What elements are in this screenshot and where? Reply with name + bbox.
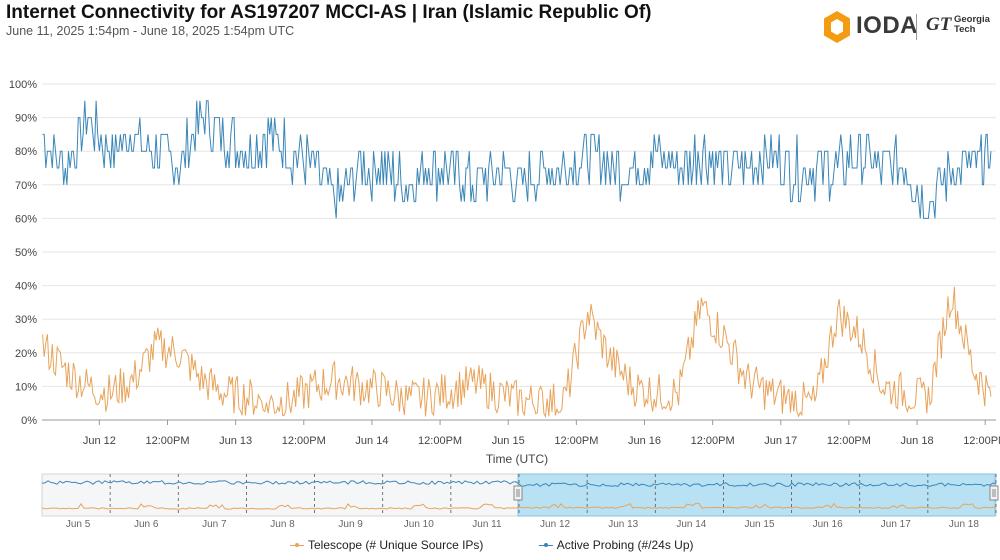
date-range: June 11, 2025 1:54pm - June 18, 2025 1:5… xyxy=(6,24,295,38)
x-tick-label: 12:00PM xyxy=(282,435,326,447)
x-tick-label: 12:00PM xyxy=(691,435,735,447)
logo[interactable]: IODA GT Georgia Tech xyxy=(822,10,994,46)
x-tick-label: 12:00PM xyxy=(963,435,1000,447)
y-tick-label: 60% xyxy=(15,213,37,225)
navigator-x-tick-label: Jun 9 xyxy=(338,519,363,530)
series-telescope xyxy=(42,286,992,419)
x-tick-label: 12:00PM xyxy=(827,435,871,447)
x-tick-label: Jun 16 xyxy=(628,435,661,447)
y-tick-label: 100% xyxy=(9,79,37,91)
legend-telescope-label: Telescope (# Unique Source IPs) xyxy=(308,538,484,552)
x-axis-title: Time (UTC) xyxy=(486,452,548,466)
legend-active-probing-icon xyxy=(538,541,553,551)
navigator-x-tick-label: Jun 11 xyxy=(472,519,502,530)
navigator-selection[interactable] xyxy=(517,473,996,517)
x-tick-label: Jun 12 xyxy=(83,435,116,447)
y-tick-label: 90% xyxy=(15,113,37,125)
y-tick-label: 40% xyxy=(15,281,37,293)
x-tick-label: 12:00PM xyxy=(145,435,189,447)
gt-line1: Georgia xyxy=(954,14,990,25)
x-tick-label: Jun 18 xyxy=(901,435,934,447)
connectivity-chart[interactable]: 0% 10% 20% 30% 40% 50% 60% 70% 80% 90% 100% Jun 12… xyxy=(0,0,1000,470)
navigator-x-tick-label: Jun 17 xyxy=(881,519,911,530)
navigator-left-handle[interactable] xyxy=(513,485,523,501)
x-tick-label: Jun 13 xyxy=(219,435,252,447)
navigator-x-tick-label: Jun 12 xyxy=(540,519,570,530)
legend-active-probing-label: Active Probing (#/24s Up) xyxy=(556,538,694,552)
gt-wordmark: Georgia Tech xyxy=(954,15,994,35)
series-active-probing xyxy=(42,100,992,219)
x-tick-label: Jun 17 xyxy=(764,435,797,447)
x-tick-label: 12:00PM xyxy=(554,435,598,447)
legend-telescope-icon xyxy=(290,541,304,551)
x-tick-label: Jun 15 xyxy=(492,435,525,447)
navigator-day-lines xyxy=(109,474,997,516)
x-axis-ticks: Jun 12 12:00PM Jun 13 12:00PM Jun 14 12:00PM J… xyxy=(83,420,1000,447)
navigator-x-ticks: Jun 5 Jun 6 Jun 7 Jun 8 Jun 9 Jun 10 Jun 11 Jun… xyxy=(66,519,980,530)
legend-telescope[interactable]: Telescope (# Unique Source IPs) xyxy=(290,538,483,552)
ioda-hexagon-icon xyxy=(824,11,850,43)
x-tick-label: Jun 14 xyxy=(355,435,388,447)
navigator-x-tick-label: Jun 15 xyxy=(744,519,774,530)
y-tick-label: 70% xyxy=(15,180,37,192)
ioda-logo-text: IODA xyxy=(856,12,918,39)
legend: Telescope (# Unique Source IPs) Active P… xyxy=(290,538,746,552)
navigator-telescope xyxy=(41,502,997,510)
page-title: Internet Connectivity for AS197207 MCCI-… xyxy=(6,2,652,23)
navigator-x-tick-label: Jun 18 xyxy=(949,519,979,530)
navigator-x-tick-label: Jun 10 xyxy=(404,519,434,530)
x-tick-label: 12:00PM xyxy=(418,435,462,447)
navigator-x-tick-label: Jun 6 xyxy=(134,519,159,530)
legend-active-probing[interactable]: Active Probing (#/24s Up) xyxy=(538,538,694,552)
y-axis-ticks: 0% 10% 20% 30% 40% 50% 60% 70% 80% 90% 100% xyxy=(9,79,37,427)
grid xyxy=(42,83,996,421)
navigator-x-tick-label: Jun 14 xyxy=(676,519,706,530)
navigator-x-tick-label: Jun 13 xyxy=(608,519,638,530)
y-tick-label: 80% xyxy=(15,146,37,158)
y-tick-label: 0% xyxy=(21,415,37,427)
gt-line2: Tech xyxy=(954,24,976,35)
gt-monogram: GT xyxy=(926,14,952,35)
navigator-active-probing xyxy=(41,480,997,488)
navigator-x-tick-label: Jun 7 xyxy=(202,519,227,530)
navigator-x-tick-label: Jun 5 xyxy=(66,519,91,530)
navigator-chart[interactable]: Jun 5 Jun 6 Jun 7 Jun 8 Jun 9 Jun 10 Jun 11 Jun… xyxy=(0,470,1000,530)
y-tick-label: 10% xyxy=(15,381,37,393)
navigator-right-handle[interactable] xyxy=(989,485,999,501)
y-tick-label: 20% xyxy=(15,348,37,360)
navigator-x-tick-label: Jun 8 xyxy=(270,519,295,530)
navigator-x-tick-label: Jun 16 xyxy=(813,519,843,530)
y-tick-label: 50% xyxy=(15,247,37,259)
logo-divider xyxy=(916,14,917,40)
y-tick-label: 30% xyxy=(15,314,37,326)
